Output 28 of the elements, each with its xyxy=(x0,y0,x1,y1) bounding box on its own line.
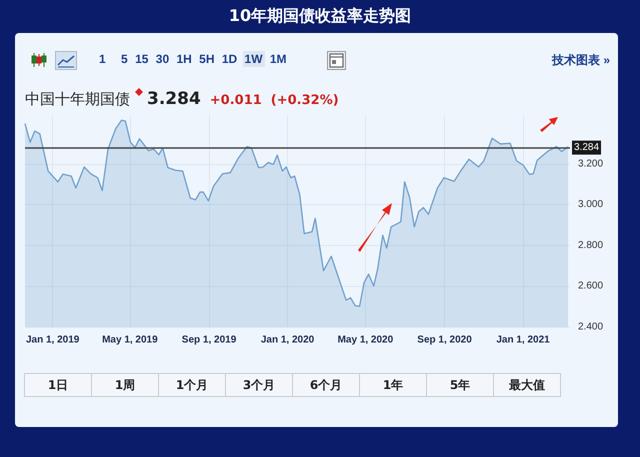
x-tick-label: May 1, 2019 xyxy=(102,334,158,346)
x-tick-label: Jan 1, 2019 xyxy=(26,334,80,346)
x-tick-label: Sep 1, 2019 xyxy=(182,334,237,346)
y-tick-label: 3.000 xyxy=(578,199,604,210)
text: (+0.32%) xyxy=(270,93,339,108)
text: 3.284 xyxy=(147,89,201,109)
y-tick-label: 2.400 xyxy=(578,322,604,332)
text: 5年 xyxy=(426,373,494,397)
x-tick-label: Jan 1, 2021 xyxy=(496,334,550,346)
y-tick-label: 2.800 xyxy=(578,240,604,251)
x-tick-label: May 1, 2020 xyxy=(338,334,394,346)
text: 1周 xyxy=(91,373,159,397)
text: 最大值 xyxy=(493,373,561,397)
ref-line-label: 3.284 xyxy=(574,142,600,154)
text: 1个月 xyxy=(158,373,226,397)
y-tick-label: 2.600 xyxy=(578,280,604,292)
x-tick-label: Sep 1, 2020 xyxy=(417,334,472,346)
text: 1年 xyxy=(359,373,427,397)
text: 3个月 xyxy=(225,373,293,397)
text: +0.011 xyxy=(210,93,262,108)
text: 1 5 15 30 1H 5H 1D 1W 1M xyxy=(99,52,287,66)
text: 1日 xyxy=(24,373,92,397)
chart-subtitle: 中国十年期国债 xyxy=(25,90,130,108)
x-tick-label: Jan 1, 2020 xyxy=(260,334,315,346)
chart-title: 10年期国债收益率走势图 xyxy=(228,6,412,27)
text: 6个月 xyxy=(292,373,360,397)
y-tick-label: 3.200 xyxy=(578,158,604,170)
text: 技术图表 » xyxy=(552,52,610,69)
